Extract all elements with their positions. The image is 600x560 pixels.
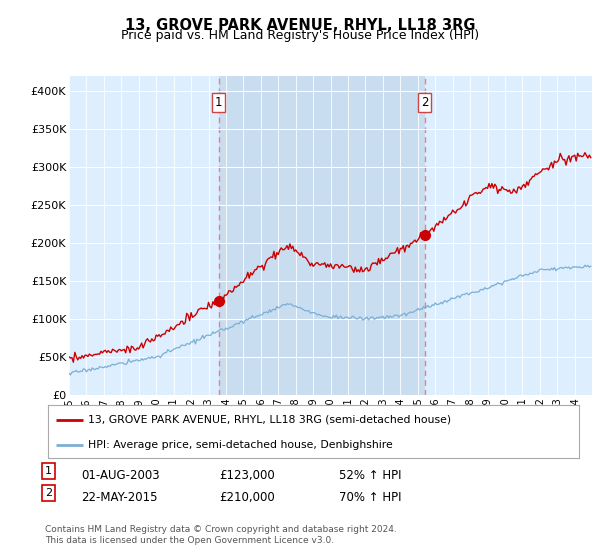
- Text: HPI: Average price, semi-detached house, Denbighshire: HPI: Average price, semi-detached house,…: [88, 440, 392, 450]
- Text: 1: 1: [215, 96, 223, 109]
- Text: Contains HM Land Registry data © Crown copyright and database right 2024.
This d: Contains HM Land Registry data © Crown c…: [45, 525, 397, 545]
- Text: £210,000: £210,000: [219, 491, 275, 504]
- Text: 13, GROVE PARK AVENUE, RHYL, LL18 3RG (semi-detached house): 13, GROVE PARK AVENUE, RHYL, LL18 3RG (s…: [88, 415, 451, 425]
- Text: 13, GROVE PARK AVENUE, RHYL, LL18 3RG: 13, GROVE PARK AVENUE, RHYL, LL18 3RG: [125, 18, 475, 33]
- Text: 22-MAY-2015: 22-MAY-2015: [81, 491, 157, 504]
- Text: £123,000: £123,000: [219, 469, 275, 482]
- Text: 1: 1: [45, 466, 52, 476]
- Text: 2: 2: [45, 488, 52, 498]
- Text: 70% ↑ HPI: 70% ↑ HPI: [339, 491, 401, 504]
- Text: 2: 2: [421, 96, 428, 109]
- Text: 52% ↑ HPI: 52% ↑ HPI: [339, 469, 401, 482]
- Bar: [218, 76, 425, 395]
- Text: 01-AUG-2003: 01-AUG-2003: [81, 469, 160, 482]
- Text: Price paid vs. HM Land Registry's House Price Index (HPI): Price paid vs. HM Land Registry's House …: [121, 29, 479, 42]
